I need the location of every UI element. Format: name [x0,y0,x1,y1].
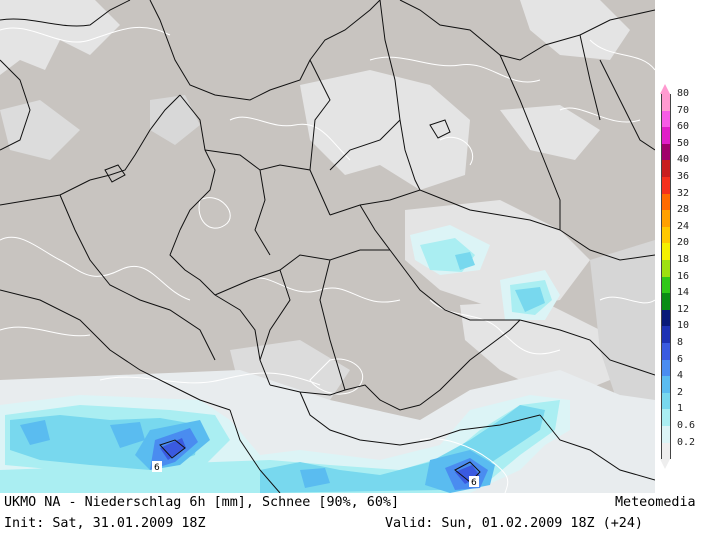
valid-time: Valid: Sun, 01.02.2009 18Z (+24) [385,516,643,531]
legend-label: 0.6 [677,420,696,431]
legend-label: 50 [677,137,690,149]
legend-label: 70 [677,104,690,116]
legend-swatch [661,343,671,360]
legend-swatch [661,193,671,211]
contour-labels: 6 6 [152,461,479,488]
legend-swatch [661,392,671,410]
init-time: Init: Sat, 31.01.2009 18Z [4,516,206,531]
legend-label: 2 [677,386,684,398]
map-canvas: 6 6 [0,0,655,493]
contour-label-alps: 6 [471,478,477,488]
contour-label-box [152,461,162,472]
legend-bottom-arrow [660,459,670,470]
legend-swatch [661,309,671,327]
legend-label: 20 [677,237,690,249]
legend-label: 14 [677,287,690,299]
legend-swatch [661,210,671,227]
legend-swatch [661,326,671,343]
legend-swatch [661,143,671,161]
legend-swatch [661,409,671,426]
legend-swatch [661,442,671,460]
legend-swatch [661,177,671,194]
legend-swatch [661,226,671,244]
legend-label: 60 [677,121,690,133]
legend-label: 36 [677,171,690,182]
legend-swatch [661,94,671,111]
precipitation-map: 6 6 [0,0,655,493]
legend-label: 32 [677,187,690,199]
legend-swatch [661,426,671,443]
legend-swatch [661,243,671,260]
borders [0,0,655,493]
precipitation-legend: 80 70 60 50 40 36 32 28 24 20 18 16 14 12 10 8 6 4 2 1 0.6 0.… [660,84,718,470]
map-title: UKMO NA - Niederschlag 6h [mm], Schnee [… [4,495,400,510]
legend-label: 80 [677,88,690,99]
contour-label-geneva: 6 [154,463,160,473]
legend-label: 12 [677,303,690,315]
legend-swatch [661,376,671,393]
legend-swatch [661,260,671,277]
legend-label: 18 [677,254,690,265]
legend-swatch [661,110,671,128]
legend-swatch [661,127,671,144]
legend-label: 16 [677,270,690,282]
legend-swatch [661,359,671,377]
legend-label: 8 [677,337,684,348]
legend-label: 28 [677,204,690,216]
map-caption: UKMO NA - Niederschlag 6h [mm], Schnee [… [0,494,720,540]
brand-label: Meteomedia [615,495,696,510]
legend-label: 6 [677,353,684,365]
legend-label: 40 [677,154,690,166]
legend-label: 10 [677,320,690,332]
legend-label: 1 [677,403,684,415]
legend-swatch [661,160,671,177]
legend-top-arrow [660,84,670,94]
legend-label: 0.2 [677,436,696,448]
legend-swatch [661,276,671,294]
legend-swatch [661,293,671,310]
legend-label: 4 [677,370,684,382]
legend-label: 24 [677,220,690,232]
contour-label-box [469,476,479,487]
